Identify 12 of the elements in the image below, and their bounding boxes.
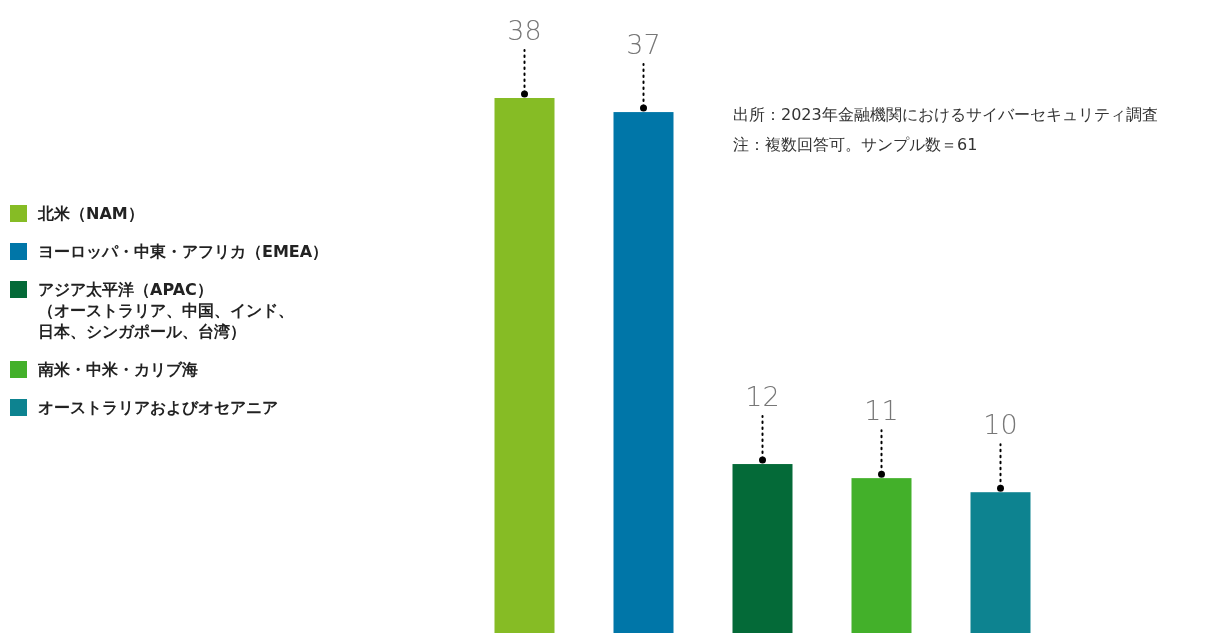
data-label: 10 [983,409,1018,441]
legend-label: 北米（NAM） [37,204,144,223]
annotation: 注：複数回答可。サンプル数＝61 [733,135,978,154]
annotation: 出所：2023年金融機関におけるサイバーセキュリティ調査 [733,105,1158,124]
data-label: 38 [507,15,542,46]
legend-label: オーストラリアおよびオセアニア [38,398,278,417]
data-label: 11 [864,395,899,427]
legend-label: 南米・中米・カリブ海 [37,360,198,379]
data-label: 37 [626,29,661,61]
legend-label: ヨーロッパ・中東・アフリカ（EMEA） [38,242,329,261]
data-label: 12 [745,381,780,413]
legend-label: アジア太平洋（APAC）（オーストラリア、中国、インド、日本、シンガポール、台湾） [38,280,294,341]
